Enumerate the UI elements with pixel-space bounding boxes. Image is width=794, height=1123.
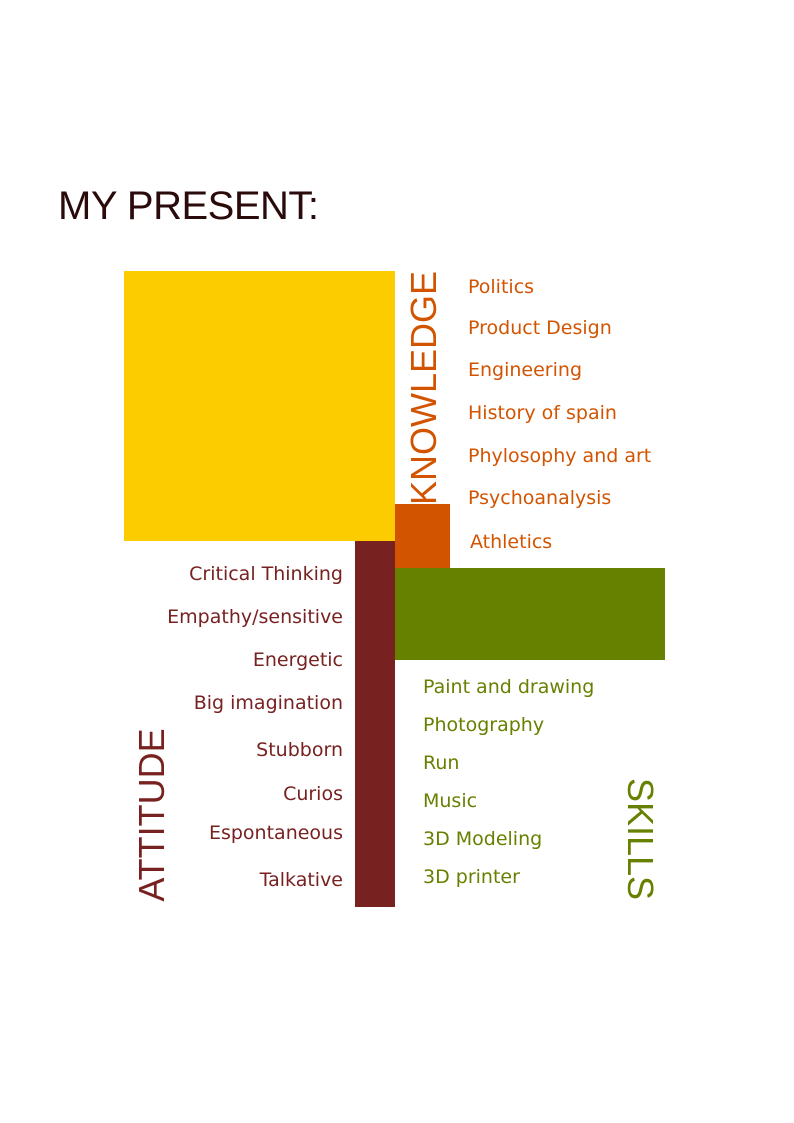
knowledge-item: Phylosophy and art [468,445,652,467]
skills-color-block [395,568,665,660]
knowledge-item: History of spain [468,402,617,424]
knowledge-item: Engineering [468,359,582,381]
attitude-item: Talkative [259,869,343,891]
attitude-item: Curios [283,783,343,805]
knowledge-color-block [124,271,395,541]
attitude-item: Big imagination [193,692,343,714]
knowledge-heading: KNOWLEDGE [403,270,444,506]
skills-item: 3D printer [423,866,520,888]
skills-item: 3D Modeling [423,828,543,850]
page-title: MY PRESENT: [58,184,319,228]
skills-heading: SKILLS [620,777,661,901]
attitude-item: Stubborn [256,739,343,761]
knowledge-item: Psychoanalysis [468,487,612,509]
attitude-item: Energetic [252,649,343,671]
skills-item: Photography [423,714,545,736]
knowledge-item: Athletics [470,531,553,553]
attitude-item: Empathy/sensitive [167,606,343,628]
skills-item: Paint and drawing [423,676,595,698]
attitude-color-bar [355,541,395,907]
attitude-item: Critical Thinking [189,563,343,585]
skills-item: Run [423,752,460,774]
skills-item: Music [423,790,478,812]
knowledge-item: Politics [468,276,535,298]
knowledge-item: Product Design [468,317,612,339]
attitude-item: Espontaneous [208,822,343,844]
knowledge-accent-block [395,504,450,568]
